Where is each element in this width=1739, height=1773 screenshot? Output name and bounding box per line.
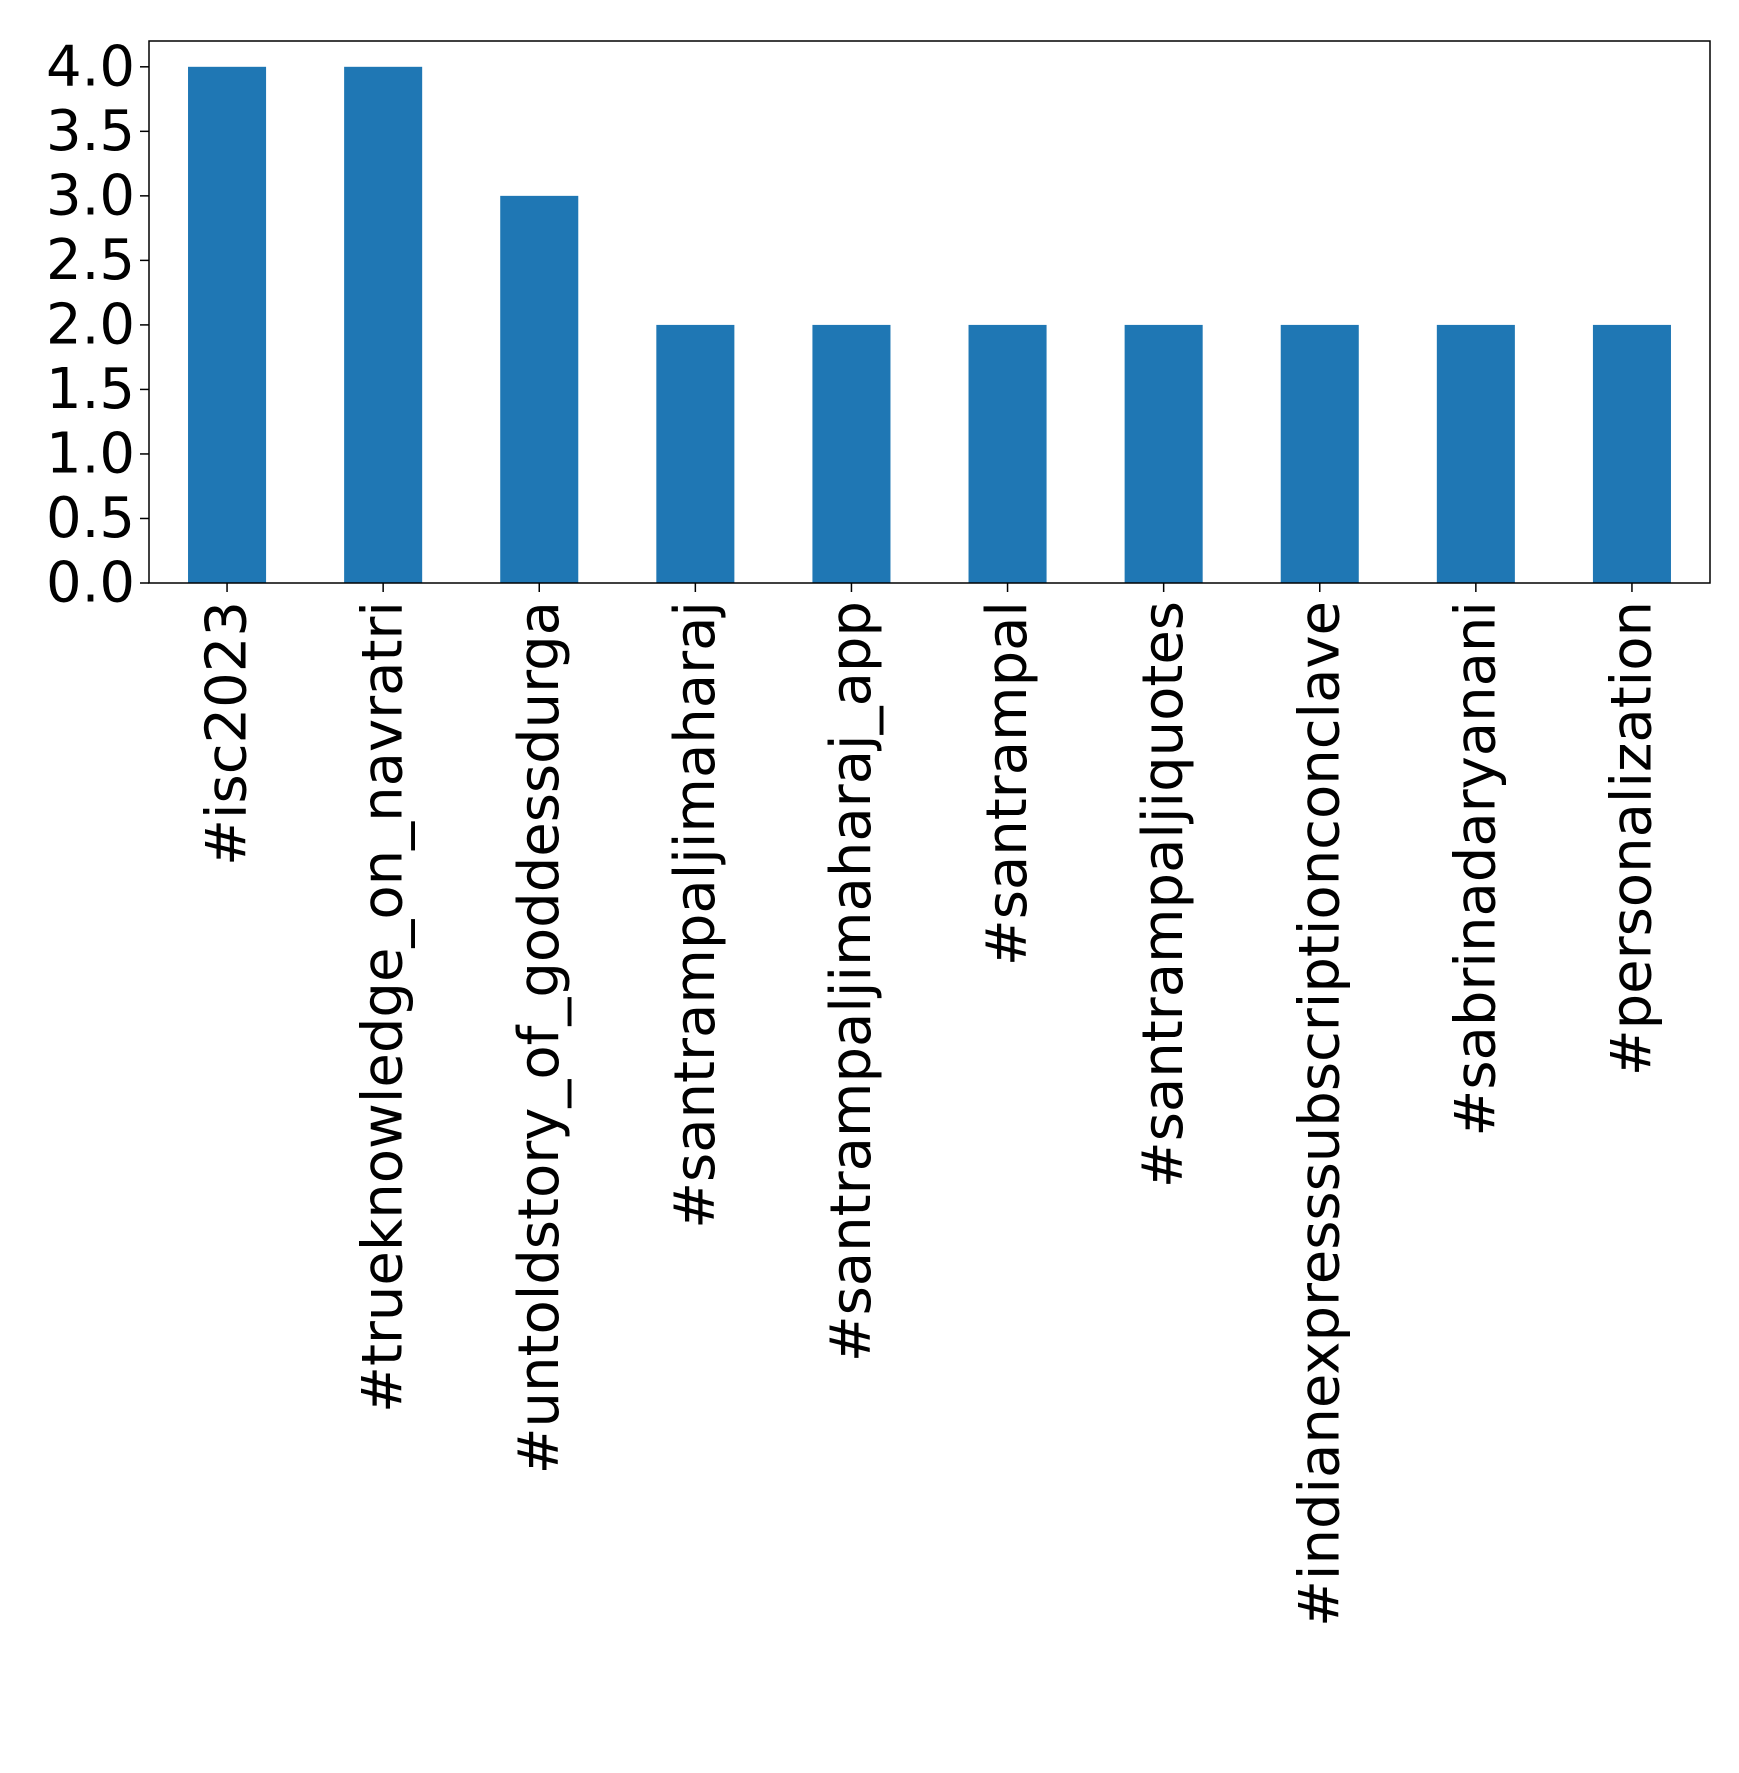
y-tick-label-8: 4.0 [46,34,135,99]
y-tick-label-2: 1.0 [46,421,135,486]
bar-7 [1280,324,1359,583]
x-tick-label-7: #indianexpresssubscriptionconclave [1287,601,1352,1627]
bar-0 [188,66,267,584]
y-axis: 0.00.51.01.52.02.53.03.54.0 [46,34,149,616]
bar-6 [1124,324,1203,583]
y-tick-label-3: 1.5 [46,357,135,422]
y-tick-label-7: 3.5 [46,99,135,164]
x-tick-label-0: #isc2023 [195,601,260,866]
y-tick-label-4: 2.0 [46,292,135,357]
x-tick-label-2: #untoldstory_of_goddessdurga [507,601,572,1474]
bar-2 [500,195,579,583]
y-tick-label-1: 0.5 [46,486,135,551]
bars-group [188,66,1671,584]
x-tick-label-3: #santrampaljimaharaj [663,601,728,1229]
x-tick-label-8: #sabrinadaryanani [1443,601,1508,1137]
plot-frame [148,40,1711,584]
y-tick-label-5: 2.5 [46,228,135,293]
bar-8 [1436,324,1515,583]
x-tick-label-9: #personalization [1599,601,1664,1076]
x-tick-label-4: #santrampaljimaharaj_app [819,601,884,1362]
x-axis: #isc2023 #trueknowledge_on_navratri #untol… [195,583,1664,1627]
x-tick-label-1: #trueknowledge_on_navratri [351,601,416,1413]
bar-3 [656,324,735,583]
x-tick-label-5: #santrampal [975,601,1040,966]
bar-5 [968,324,1047,583]
y-tick-label-0: 0.0 [46,551,135,616]
bar-1 [344,66,423,584]
bar-9 [1592,324,1671,583]
y-tick-label-6: 3.0 [46,163,135,228]
bar-4 [812,324,891,583]
x-tick-label-6: #santrampaljiquotes [1131,601,1196,1188]
